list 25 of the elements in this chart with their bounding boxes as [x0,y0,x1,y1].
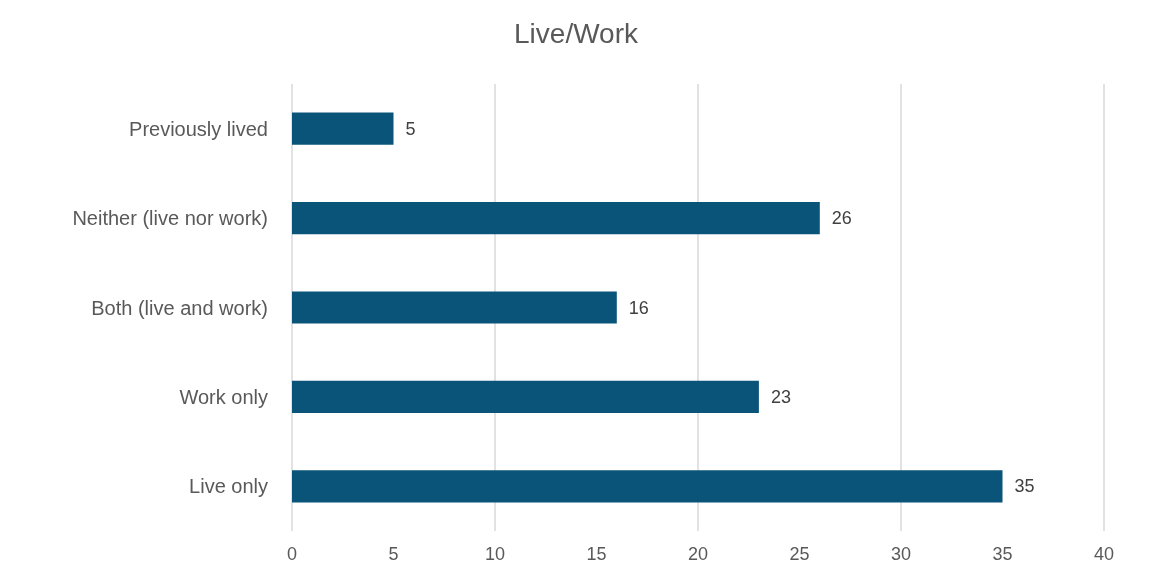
bar [292,470,1003,503]
x-tick-label: 25 [789,544,810,564]
data-label: 35 [1014,476,1035,497]
chart-title: Live/Work [514,17,639,49]
bar [292,202,820,235]
bar [292,291,617,324]
data-label: 23 [770,386,791,407]
x-tick-label: 35 [992,544,1013,564]
x-tick-label: 10 [484,544,506,564]
x-tick-label: 15 [586,544,607,564]
x-tick-label: 0 [286,544,298,564]
y-tick-label: Neither (live nor work) [72,207,268,230]
x-tick-label: 20 [687,544,709,564]
data-label: 5 [405,118,416,139]
y-tick-label: Both (live and work) [91,296,268,319]
x-tick-label: 5 [388,544,399,564]
data-label: 16 [628,297,649,318]
bar [292,380,759,413]
x-tick-label: 40 [1093,544,1115,564]
y-tick-label: Work only [179,385,268,408]
data-label: 26 [831,208,852,229]
y-tick-label: Previously lived [129,117,268,140]
x-tick-label: 30 [890,544,912,564]
bar [292,112,394,145]
y-tick-label: Live only [189,475,268,498]
